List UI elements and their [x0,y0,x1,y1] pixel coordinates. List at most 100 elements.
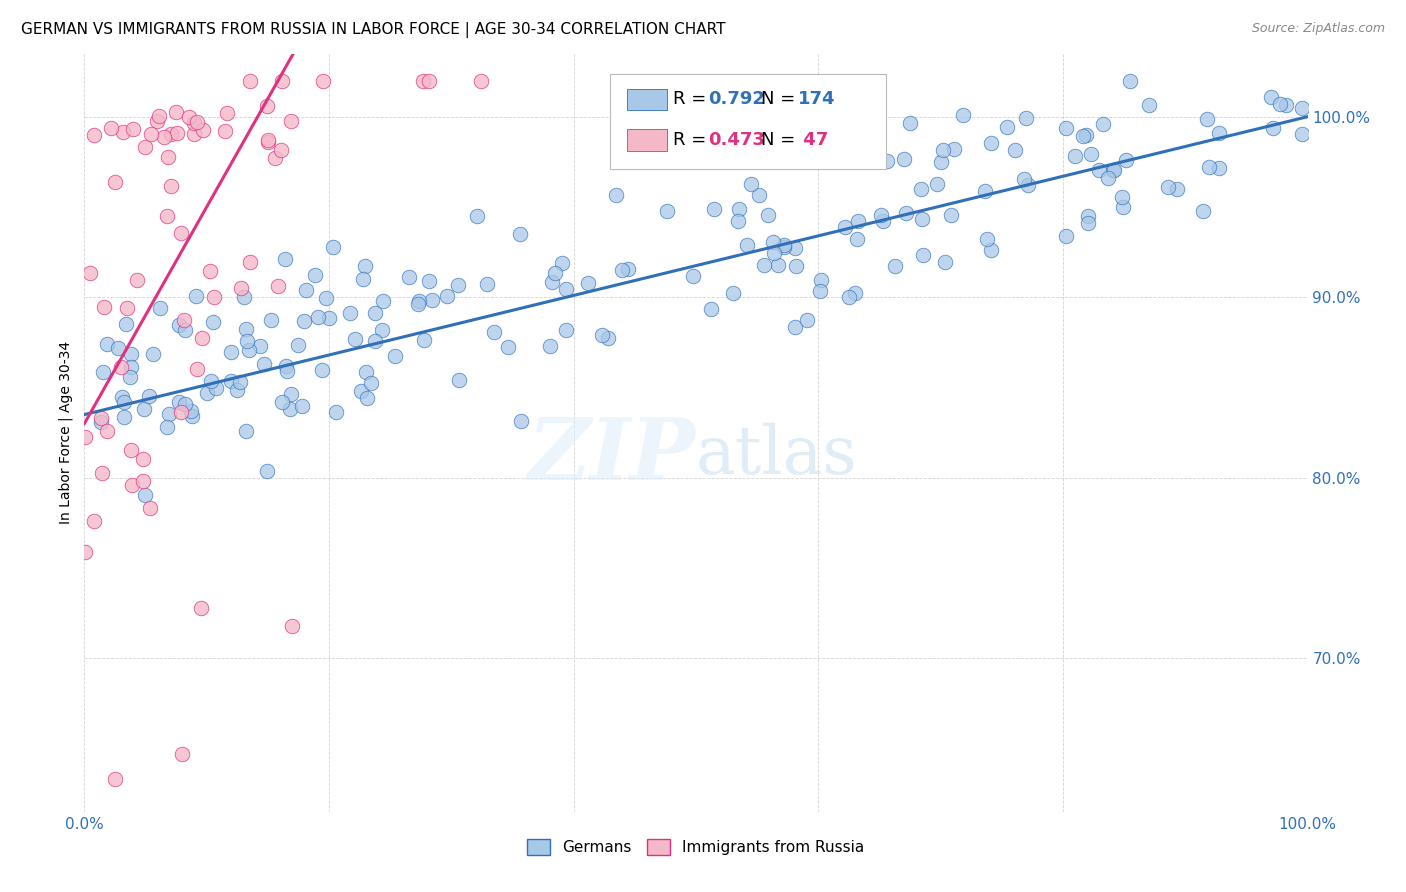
Point [1102,163,1125,178]
Point [810,123,832,137]
Point [172,747,194,761]
Point [100,121,122,136]
Point [808,284,831,298]
Point [280,114,302,128]
Point [343,332,366,346]
Point [156,419,179,434]
Text: R =: R = [672,131,711,149]
Point [253,357,276,371]
Point [83,128,105,143]
Point [83,514,105,528]
Point [554,323,576,337]
Point [1191,204,1213,219]
Point [177,110,200,124]
FancyBboxPatch shape [627,89,666,111]
Point [200,375,222,389]
Point [339,306,361,320]
Point [93,300,115,314]
Point [657,204,679,219]
Point [910,182,932,196]
Point [356,391,378,405]
Point [75,430,97,444]
Point [295,283,318,297]
Point [384,349,406,363]
Point [1077,216,1099,230]
Point [1088,162,1111,177]
Point [134,487,156,501]
Point [1275,98,1298,112]
Point [121,478,143,492]
Point [186,115,208,129]
Point [120,347,142,361]
Point [173,313,195,327]
Point [364,334,387,349]
Point [186,289,208,303]
Point [112,394,135,409]
Point [1261,121,1284,136]
Point [167,395,190,409]
Point [761,127,783,141]
Point [942,142,965,156]
Point [465,209,488,223]
Point [315,291,337,305]
Point [304,268,326,282]
Point [939,208,962,222]
Point [138,389,160,403]
Point [73,544,96,558]
Point [166,126,188,140]
Point [256,464,278,478]
Point [1260,90,1282,104]
Point [311,363,333,377]
Point [839,112,862,127]
Point [1015,112,1038,126]
Point [1198,160,1220,174]
Point [121,122,143,136]
Point [952,108,974,122]
Point [398,269,420,284]
Point [995,120,1018,134]
Point [111,125,134,139]
Text: N =: N = [761,131,801,149]
Point [420,293,443,308]
Point [131,451,153,466]
Point [610,262,633,277]
Point [281,619,304,633]
Point [112,409,135,424]
Point [447,278,470,293]
Point [104,175,127,189]
Text: Source: ZipAtlas.com: Source: ZipAtlas.com [1251,22,1385,36]
Point [927,177,949,191]
Text: N =: N = [761,90,801,108]
Point [447,373,470,387]
Point [291,399,314,413]
Point [115,301,138,315]
Point [157,150,180,164]
Point [540,275,562,289]
Point [408,293,430,308]
Point [846,231,869,245]
Point [768,107,790,121]
Point [271,395,294,409]
Point [1268,96,1291,111]
Point [110,359,132,374]
Point [193,123,215,137]
Point [893,152,915,166]
Point [267,278,290,293]
Point [120,370,142,384]
Point [418,73,440,87]
Point [911,248,934,262]
Point [132,401,155,416]
Point [900,116,922,130]
Point [249,339,271,353]
Point [1112,200,1135,214]
Point [239,73,262,87]
Point [1157,180,1180,194]
Point [911,211,934,226]
Point [228,375,250,389]
Point [762,235,785,249]
Point [202,315,225,329]
Point [322,240,344,254]
Point [735,238,758,252]
Point [766,258,789,272]
Point [796,313,818,327]
